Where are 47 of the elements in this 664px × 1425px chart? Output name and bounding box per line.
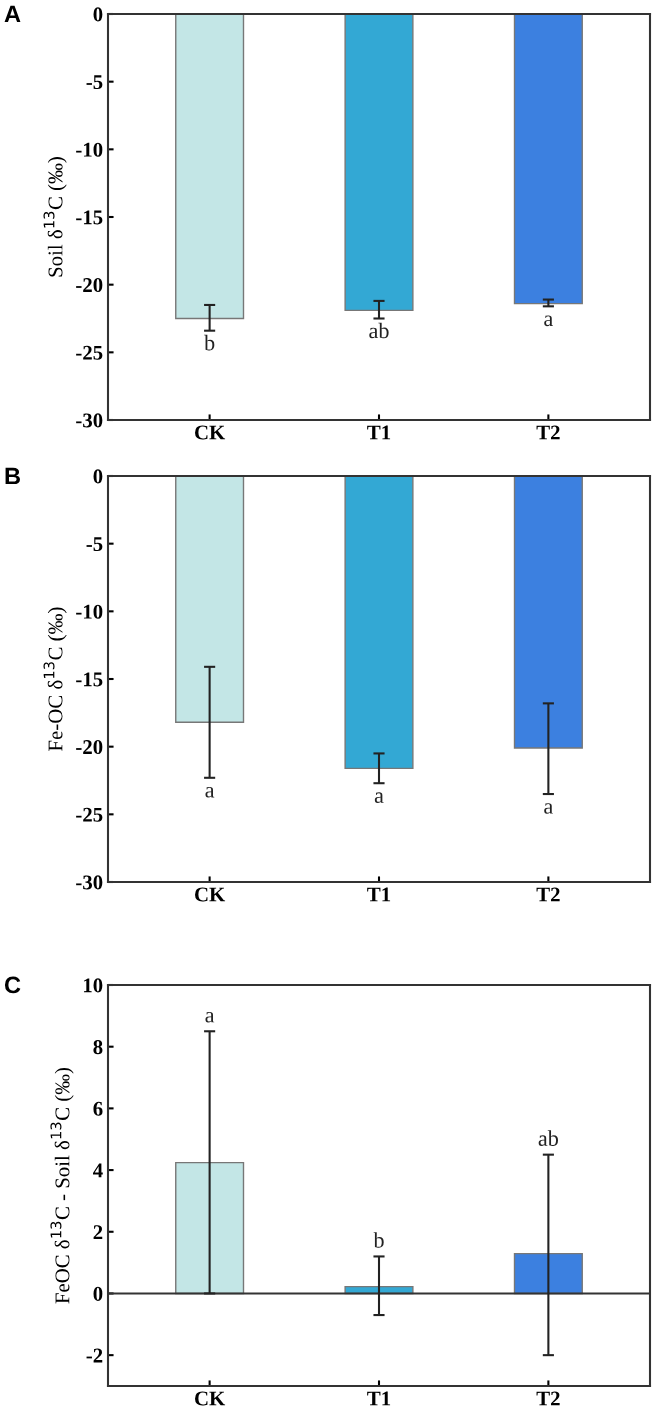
y-tick-label: -30 [76, 413, 103, 428]
annotation: b [204, 334, 215, 351]
x-tick-label: T2 [536, 887, 560, 902]
y-tick-label: 10 [83, 978, 103, 993]
annotation: ab [538, 1130, 559, 1146]
annotation: a [544, 803, 553, 814]
x-tick-label: CK [195, 887, 226, 902]
chart-title: B [5, 467, 20, 485]
y-tick-label: 6 [93, 1101, 103, 1116]
bar [175, 1161, 245, 1295]
y-tick-label: -30 [76, 875, 103, 890]
annotation: ab [369, 322, 389, 339]
x-tick-label: T1 [367, 425, 391, 440]
y-axis-title: Fe-OC δ$^{13}$C (‰) [43, 607, 67, 751]
x-tick-label: T1 [367, 887, 391, 902]
y-tick-label: 0 [93, 1286, 103, 1301]
x-tick-label: CK [195, 1391, 226, 1406]
x-tick-label: CK [195, 425, 226, 440]
y-tick-label: -15 [76, 210, 103, 225]
y-tick-label: 2 [93, 1225, 103, 1239]
y-tick-label: -2 [86, 1348, 103, 1363]
y-axis-title: Soil δ$^{13}$C (‰) [43, 157, 67, 277]
x-tick-label: T1 [367, 1391, 391, 1406]
x-tick-label: T2 [536, 425, 560, 440]
y-tick-label: -25 [76, 345, 103, 360]
annotation: a [205, 786, 215, 798]
y-tick-label: -5 [86, 537, 103, 552]
y-tick-label: -10 [76, 142, 103, 157]
y-tick-label: -20 [76, 278, 103, 293]
y-tick-label: -10 [76, 604, 103, 619]
annotation: b [373, 1232, 384, 1248]
y-tick-label: -15 [76, 672, 103, 687]
x-tick-label: T2 [536, 1391, 560, 1406]
y-tick-label: 4 [93, 1163, 103, 1178]
y-tick-label: 8 [93, 1040, 103, 1055]
bar [513, 1252, 583, 1295]
y-axis-title: FeOC δ$^{13}$C - Soil δ$^{13}$C (‰) [50, 1067, 74, 1304]
annotation: a [544, 315, 553, 327]
y-tick-label: 0 [93, 7, 103, 22]
y-tick-label: -20 [76, 740, 103, 755]
y-tick-label: -5 [86, 75, 103, 90]
annotation: a [205, 1011, 215, 1023]
y-tick-label: 0 [93, 469, 103, 484]
chart-title: A [4, 5, 21, 23]
chart-title: C [4, 976, 21, 994]
y-tick-label: -25 [76, 807, 103, 822]
annotation: a [374, 792, 384, 804]
